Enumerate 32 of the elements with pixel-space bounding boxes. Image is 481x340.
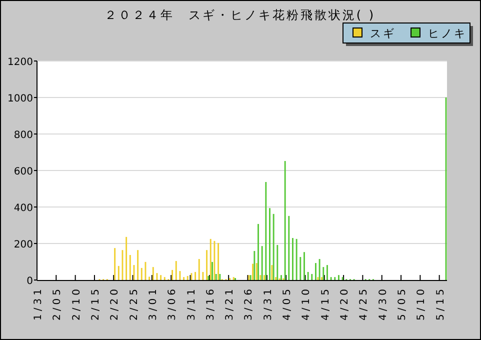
x-tick-label: 4/20 — [340, 286, 351, 320]
legend-label: スギ — [370, 27, 396, 40]
x-tick-label: 4/30 — [378, 286, 389, 320]
x-tick-label: 3/06 — [167, 286, 178, 320]
y-tick-label: 600 — [14, 166, 33, 178]
x-tick-label: 2/20 — [110, 286, 121, 320]
x-tick-label: 5/10 — [416, 286, 428, 320]
x-tick-label: 4/10 — [301, 286, 312, 320]
x-tick-label: 1/31 — [33, 286, 44, 320]
y-tick-label: 400 — [14, 203, 33, 214]
x-tick-label: 3/31 — [262, 286, 274, 320]
x-tick-label: 2/15 — [90, 286, 102, 320]
x-tick-label: 5/15 — [435, 286, 446, 320]
x-tick-label: 3/01 — [148, 286, 159, 320]
x-tick-label: 5/05 — [397, 286, 408, 320]
y-tick-label: 800 — [14, 130, 33, 141]
y-tick-label: 0 — [26, 276, 33, 287]
y-tick-label: 1000 — [8, 94, 33, 104]
x-tick-label: 4/25 — [358, 286, 370, 320]
y-tick-label: 200 — [14, 240, 33, 250]
x-tick-label: 2/25 — [128, 286, 140, 320]
x-tick-label: 3/21 — [224, 286, 236, 320]
x-tick-label: 3/16 — [205, 286, 216, 320]
x-tick-label: 2/05 — [52, 286, 64, 320]
x-tick-label: 4/05 — [282, 286, 294, 320]
y-tick-label: 1200 — [8, 57, 33, 68]
x-tick-label: 4/15 — [320, 286, 332, 320]
legend-label: ヒノキ — [428, 27, 467, 40]
chart-title: ２０２４年 スギ・ヒノキ花粉飛散状況( ) — [104, 8, 376, 22]
x-tick-label: 3/11 — [186, 286, 198, 320]
x-tick-label: 2/10 — [71, 286, 82, 320]
x-tick-label: 3/26 — [244, 286, 255, 320]
